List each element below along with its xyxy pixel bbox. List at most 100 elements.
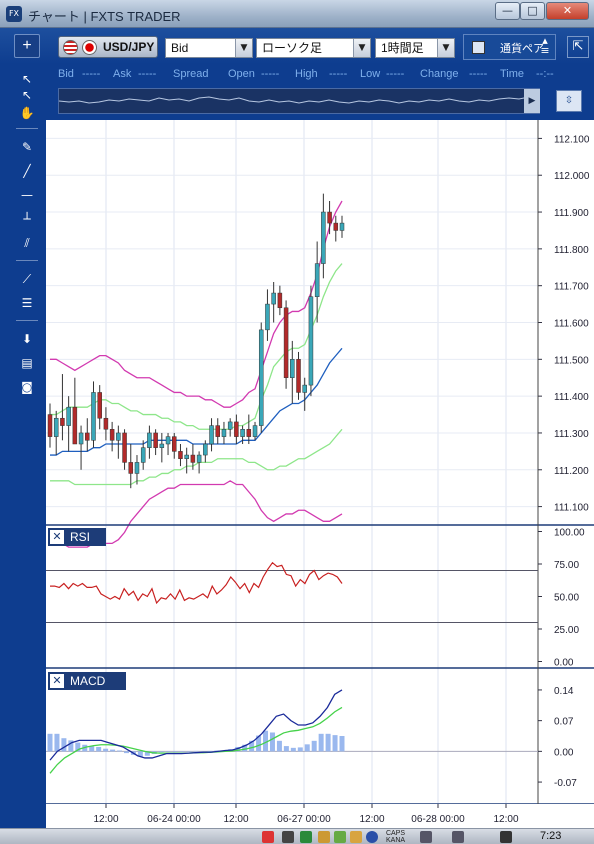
macd-histogram-bar: [318, 733, 324, 752]
candle-body: [314, 263, 320, 297]
help-tray-icon[interactable]: [366, 831, 378, 843]
candle-body: [221, 429, 227, 437]
candle-body: [290, 359, 295, 378]
macd-panel-tag[interactable]: ✕ MACD: [48, 672, 126, 690]
price-tick-label: 111.100: [554, 503, 589, 514]
ime-tray-icon[interactable]: [420, 831, 432, 843]
chevron-down-icon[interactable]: ▼: [353, 39, 370, 57]
candle-body: [240, 429, 245, 437]
candle-body: [165, 436, 171, 445]
add-chart-button[interactable]: +: [14, 34, 40, 58]
candle-body: [333, 222, 339, 231]
maximize-button[interactable]: □: [520, 2, 545, 20]
rsi-line: [50, 561, 343, 605]
candle-body: [178, 451, 183, 459]
currency-pair-button[interactable]: USD/JPY: [58, 36, 158, 58]
candle-body: [91, 392, 96, 441]
candle-body: [97, 392, 102, 419]
minimize-button[interactable]: —: [495, 2, 520, 20]
parallel-lines-tool-icon[interactable]: ⫽: [24, 236, 30, 250]
tool-divider: [16, 260, 38, 261]
compare-pair-toggle[interactable]: 通貨ペア: [463, 34, 556, 60]
price-type-select[interactable]: Bid ▼: [165, 38, 253, 58]
macd-label: MACD: [70, 674, 106, 688]
list-icon[interactable]: ▤: [21, 356, 33, 370]
eraser-tool-icon[interactable]: ✎: [21, 140, 33, 154]
volume-tray-icon[interactable]: [500, 831, 512, 843]
chart-type-select[interactable]: ローソク足 ▼: [256, 38, 371, 58]
price-tick-label: 112.000: [554, 171, 590, 182]
rsi-panel-tag[interactable]: ✕ RSI: [48, 528, 106, 546]
menu-icon[interactable]: ▴ ≡: [540, 34, 550, 57]
candle-body: [321, 211, 326, 264]
macd-histogram-bar: [89, 746, 95, 752]
open-value: -----: [261, 68, 280, 80]
price-tick-label: 111.700: [554, 282, 589, 293]
bid-value: -----: [82, 68, 101, 80]
candle-body: [215, 425, 220, 437]
chevron-down-icon[interactable]: ▼: [437, 39, 454, 57]
period-select[interactable]: 1時間足 ▼: [375, 38, 455, 58]
chart-canvas[interactable]: 112.100 112.000 111.900 111.800 111.700 111.6…: [46, 120, 594, 830]
rsi-tick-label: 100.00: [554, 528, 585, 539]
close-rsi-icon[interactable]: ✕: [50, 530, 64, 544]
candle-body: [147, 432, 152, 448]
compare-label: 通貨ペア: [500, 43, 544, 55]
candle-body: [283, 307, 289, 378]
macd-histogram-bar: [158, 751, 164, 753]
close-button[interactable]: ✕: [546, 2, 589, 20]
ask-label: Ask: [113, 68, 132, 80]
download-icon[interactable]: ⬇: [21, 332, 33, 346]
macd-histogram-bar: [96, 746, 102, 752]
candle-body: [302, 384, 307, 393]
network-tray-icon[interactable]: [300, 831, 312, 843]
chart-navigator[interactable]: [58, 88, 540, 114]
quote-bar: Bid ----- Ask ----- Spread Open ----- Hi…: [46, 66, 594, 84]
candle-body: [277, 292, 283, 309]
time-tick-label: 06-24 00:00: [147, 814, 201, 825]
camera-icon[interactable]: ◙: [21, 380, 33, 394]
navigator-zoom-icon[interactable]: ⇳: [556, 90, 582, 112]
macd-histogram-bar: [117, 750, 123, 752]
hand-tool-icon[interactable]: ✋: [19, 106, 35, 120]
high-label: High: [295, 68, 318, 80]
compare-checkbox[interactable]: [472, 41, 485, 54]
macd-histogram-bar: [193, 750, 199, 752]
open-label: Open: [228, 68, 255, 80]
navigator-scroll-right-icon[interactable]: ▶: [524, 89, 540, 113]
macd-histogram-bar: [54, 733, 60, 752]
pen-tray-icon[interactable]: [282, 831, 294, 843]
macd-histogram-bar: [172, 751, 178, 752]
chevron-down-icon[interactable]: ▼: [235, 39, 252, 57]
folder-tray-icon[interactable]: [350, 831, 362, 843]
rsi-tick-label: 0.00: [554, 658, 574, 669]
chart-svg[interactable]: 112.100 112.000 111.900 111.800 111.700 111.6…: [46, 120, 594, 830]
price-tick-label: 112.100: [554, 134, 590, 145]
title-bar[interactable]: FX チャート | FXTS TRADER — □ ✕: [0, 0, 594, 28]
input-tray-icon[interactable]: [452, 831, 464, 843]
macd-histogram-bar: [137, 751, 143, 757]
fibonacci-tool-icon[interactable]: ☰: [21, 296, 33, 310]
mail-tray-icon[interactable]: [318, 831, 330, 843]
rsi-tick-label: 25.00: [554, 625, 579, 636]
candle-body: [134, 462, 140, 474]
macd-histogram-bar: [186, 751, 192, 752]
change-label: Change: [420, 68, 459, 80]
move-pointer-tool-icon[interactable]: ↖: [21, 88, 33, 102]
close-macd-icon[interactable]: ✕: [50, 674, 64, 688]
vertical-line-tool-icon[interactable]: ┴: [23, 212, 31, 226]
candle-body: [122, 432, 127, 463]
candle-body: [265, 303, 270, 331]
detach-arrow-icon[interactable]: ⇱: [567, 36, 589, 58]
security-tray-icon[interactable]: [334, 831, 346, 843]
low-value: -----: [386, 68, 405, 80]
trend-line-tool-icon[interactable]: ╱: [23, 164, 31, 178]
macd-histogram-bar: [297, 747, 303, 752]
pointer-tool-icon[interactable]: ↖: [21, 72, 33, 86]
bollinger-middle-line: [50, 347, 343, 456]
candle-body: [60, 417, 65, 426]
fan-tool-icon[interactable]: ⟋: [22, 272, 32, 286]
alert-tray-icon[interactable]: [262, 831, 274, 843]
macd-tick-label: 0.14: [554, 686, 574, 697]
horizontal-line-tool-icon[interactable]: —: [21, 188, 33, 202]
